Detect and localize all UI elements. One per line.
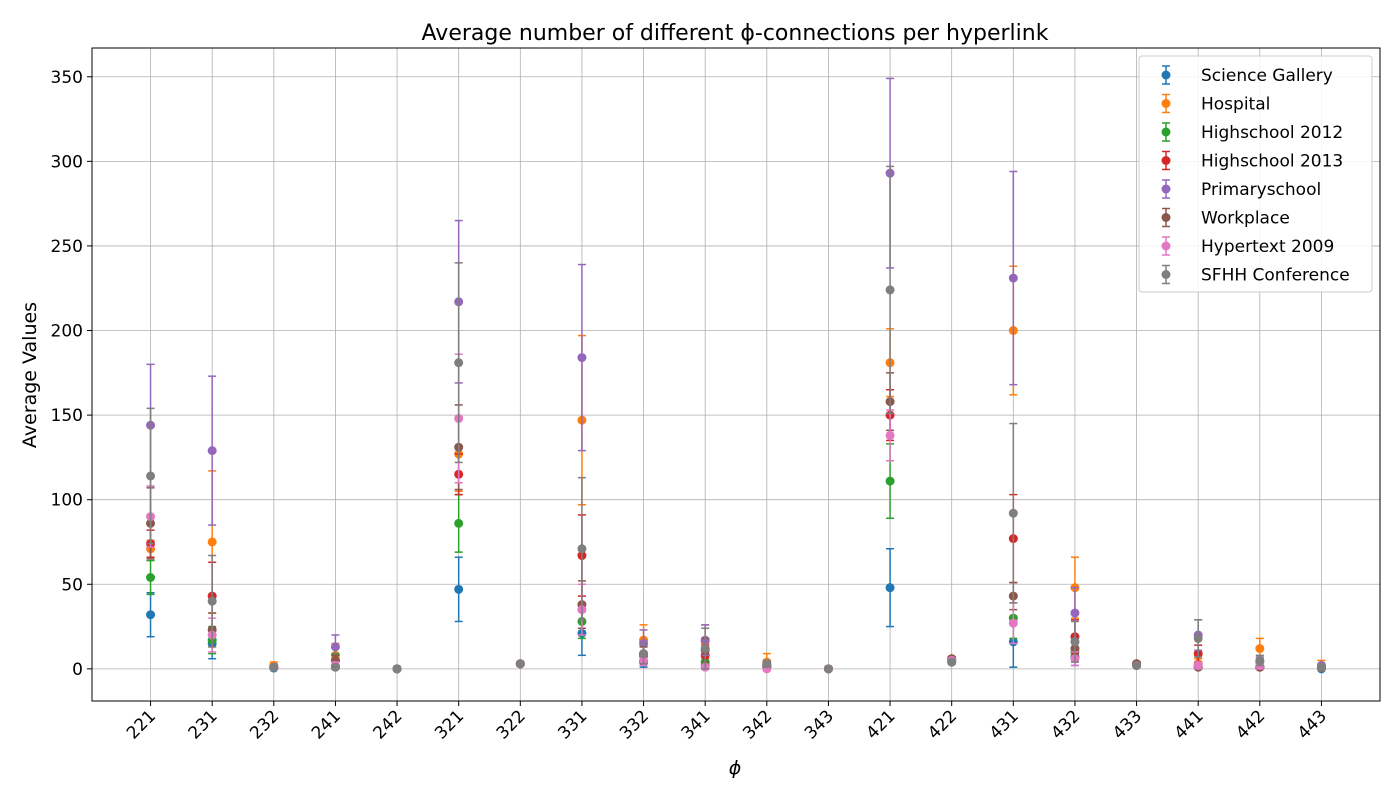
x-tick-label: 433 — [1109, 706, 1146, 743]
point — [639, 649, 649, 659]
point — [885, 476, 895, 486]
point — [1070, 637, 1080, 647]
x-tick-label: 432 — [1047, 706, 1084, 743]
y-tick-label: 50 — [61, 575, 83, 595]
point — [700, 644, 710, 654]
legend-label: Hypertext 2009 — [1201, 237, 1334, 257]
point — [1193, 633, 1203, 643]
point — [1255, 655, 1265, 665]
y-tick-label: 0 — [72, 660, 83, 680]
legend-marker — [1161, 156, 1171, 165]
point — [454, 358, 464, 368]
legend-marker — [1161, 184, 1171, 194]
point — [577, 353, 587, 363]
x-tick-label: 221 — [123, 706, 160, 743]
x-tick-label: 442 — [1232, 706, 1269, 743]
legend-label: Highschool 2012 — [1201, 123, 1343, 143]
legend-marker — [1161, 99, 1171, 108]
x-tick-label: 322 — [493, 706, 530, 743]
point — [885, 583, 895, 593]
x-tick-label: 241 — [308, 706, 345, 743]
legend-marker — [1161, 213, 1171, 222]
x-axis-label: ϕ — [729, 757, 742, 779]
point — [1008, 273, 1018, 283]
point — [1070, 608, 1080, 618]
point — [515, 659, 525, 669]
legend-label: Primaryschool — [1201, 180, 1321, 200]
x-tick-label: 343 — [801, 706, 838, 743]
x-tick-label: 431 — [986, 706, 1023, 743]
y-tick-label: 150 — [51, 406, 83, 426]
x-tick-label: 342 — [739, 706, 776, 743]
legend-marker — [1161, 127, 1171, 137]
y-tick-label: 100 — [51, 491, 83, 511]
point — [454, 518, 464, 528]
point — [207, 446, 217, 456]
point — [823, 664, 833, 674]
point — [392, 664, 402, 674]
x-tick-label: 242 — [369, 706, 406, 743]
y-tick-label: 250 — [51, 237, 83, 257]
x-tick-label: 231 — [185, 706, 222, 743]
point — [454, 584, 464, 594]
chart-title: Average number of different ϕ-connection… — [422, 21, 1049, 46]
point — [330, 642, 340, 652]
x-tick-label: 341 — [678, 706, 715, 743]
point — [885, 285, 895, 295]
x-tick-label: 421 — [863, 706, 900, 743]
point — [207, 596, 217, 606]
point — [330, 662, 340, 672]
x-tick-label: 422 — [924, 706, 961, 743]
y-axis-label: Average Values — [19, 302, 41, 448]
point — [1008, 618, 1018, 628]
legend-label: Highschool 2013 — [1201, 152, 1343, 172]
legend-label: Hospital — [1201, 95, 1270, 115]
point — [1132, 660, 1142, 670]
x-tick-label: 332 — [616, 706, 653, 743]
legend-marker — [1161, 270, 1171, 279]
x-tick-label: 441 — [1171, 706, 1208, 743]
y-tick-label: 350 — [51, 68, 83, 88]
y-tick-label: 300 — [51, 152, 83, 172]
legend-marker — [1161, 241, 1171, 251]
legend-marker — [1161, 70, 1171, 80]
point — [146, 610, 156, 620]
point — [207, 537, 217, 547]
point — [1008, 508, 1018, 518]
legend-label: Workplace — [1201, 209, 1290, 229]
point — [146, 573, 156, 583]
legend-label: Science Gallery — [1201, 66, 1333, 86]
point — [146, 471, 156, 481]
point — [947, 657, 957, 667]
x-tick-label: 232 — [246, 706, 283, 743]
legend: Science Gallery Hospital Highschool 2012 Hi… — [1138, 55, 1373, 293]
x-tick-label: 443 — [1294, 706, 1331, 743]
point — [269, 662, 279, 672]
plot-frame — [91, 47, 1381, 702]
y-tick-label: 200 — [51, 322, 83, 342]
legend-frame — [1138, 55, 1373, 293]
point — [885, 430, 895, 440]
point — [1193, 660, 1203, 670]
point — [1316, 662, 1326, 672]
x-tick-label: 331 — [554, 706, 591, 743]
point — [577, 544, 587, 554]
point — [762, 659, 772, 669]
point — [1255, 644, 1265, 654]
legend-label: SFHH Conference — [1201, 266, 1350, 286]
x-tick-label: 321 — [431, 706, 468, 743]
